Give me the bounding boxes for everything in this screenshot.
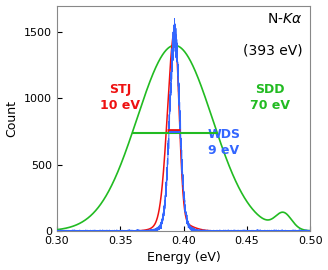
X-axis label: Energy (eV): Energy (eV) [147, 251, 220, 264]
Text: 70 eV: 70 eV [250, 99, 290, 112]
Text: 9 eV: 9 eV [209, 144, 240, 157]
Text: STJ: STJ [109, 83, 132, 96]
Text: WDS: WDS [208, 128, 240, 141]
Text: SDD: SDD [255, 83, 284, 96]
Text: N-$\mathit{K}$$\alpha$: N-$\mathit{K}$$\alpha$ [267, 12, 302, 26]
Text: 10 eV: 10 eV [100, 99, 140, 112]
Y-axis label: Count: Count [6, 100, 19, 137]
Text: (393 eV): (393 eV) [243, 44, 302, 58]
